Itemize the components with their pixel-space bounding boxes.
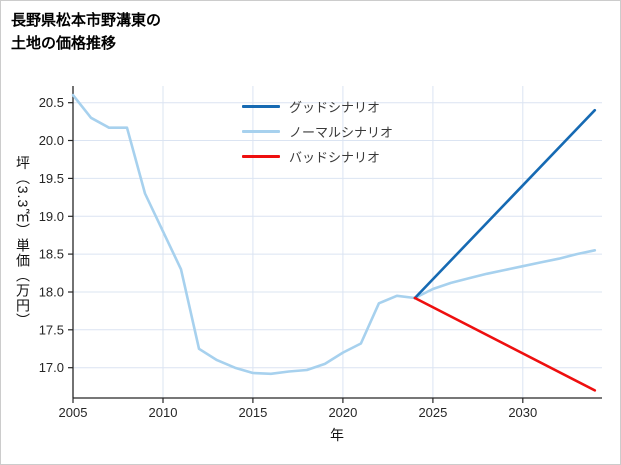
series-line-normal <box>71 93 597 376</box>
y-tick-label: 17.5 <box>39 322 64 337</box>
x-tick-label: 2020 <box>328 405 357 420</box>
legend-line-good-icon <box>242 105 280 108</box>
legend-label-good: グッドシナリオ <box>289 100 381 115</box>
page-title-line2: 土地の価格推移 <box>11 35 117 53</box>
legend-item-bad: バッドシナリオ <box>242 144 393 169</box>
y-tick-label: 20.0 <box>39 133 64 148</box>
x-tick-label: 2025 <box>418 405 447 420</box>
x-tick-label: 2030 <box>508 405 537 420</box>
x-tick-label: 2005 <box>59 405 88 420</box>
series-line-good <box>413 108 597 300</box>
y-tick-label: 20.5 <box>39 95 64 110</box>
page-title-line1: 長野県松本市野溝東の <box>11 12 162 29</box>
x-tick-label: 2010 <box>149 405 178 420</box>
y-tick-label: 17.0 <box>39 360 64 375</box>
legend-label-normal: ノーマルシナリオ <box>289 125 394 140</box>
legend-line-normal-icon <box>242 130 280 133</box>
y-tick-label: 18.5 <box>39 247 64 262</box>
x-axis-label: 年 <box>330 427 344 443</box>
legend-item-good: グッドシナリオ <box>242 94 393 119</box>
legend-line-bad-icon <box>242 155 280 158</box>
y-tick-label: 19.5 <box>39 171 64 186</box>
page-title: 長野県松本市野溝東の 土地の価格推移 <box>11 9 161 56</box>
legend-item-normal: ノーマルシナリオ <box>242 119 393 144</box>
series-line-bad <box>413 296 597 392</box>
legend-label-bad: バッドシナリオ <box>289 150 381 165</box>
legend: グッドシナリオ ノーマルシナリオ バッドシナリオ <box>242 94 393 169</box>
y-tick-label: 19.0 <box>39 209 64 224</box>
x-tick-label: 2015 <box>238 405 267 420</box>
y-axis-label: 坪（3.3㎡）単価（万円） <box>15 155 31 329</box>
y-tick-label: 18.0 <box>39 285 64 300</box>
